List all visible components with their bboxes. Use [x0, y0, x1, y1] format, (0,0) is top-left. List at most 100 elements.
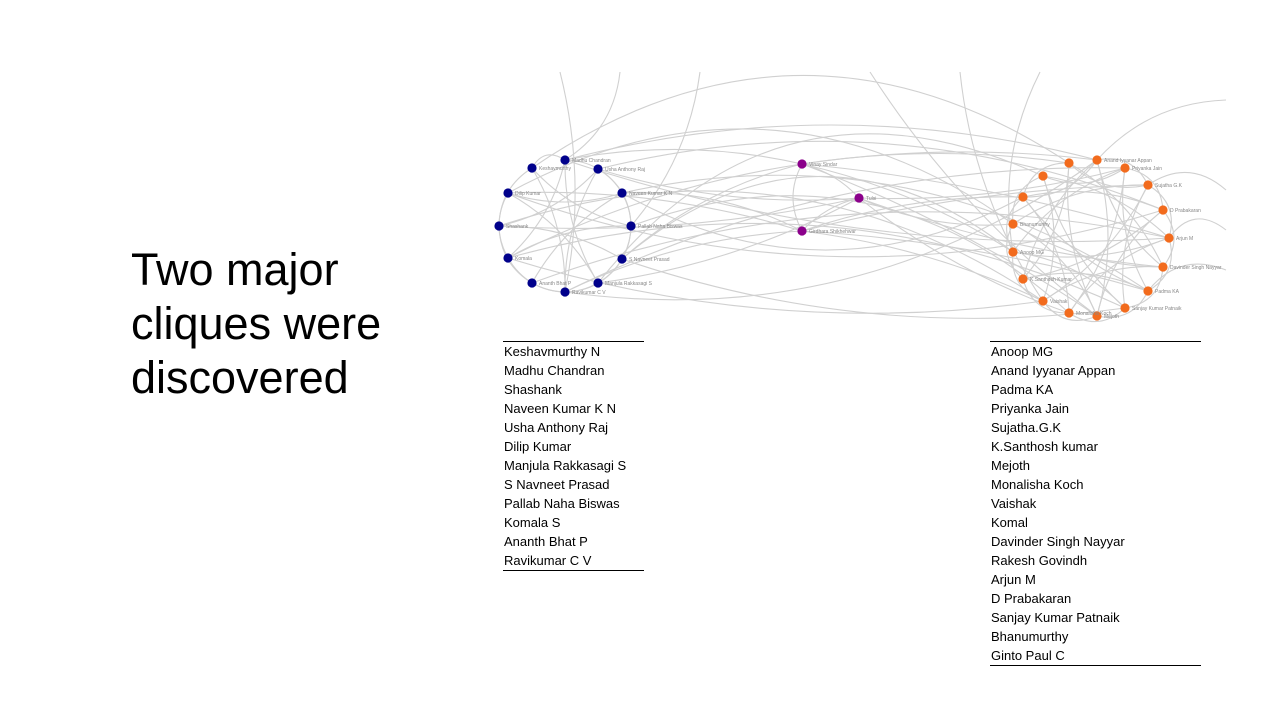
edge-inter-clique	[564, 167, 1126, 293]
node-bridge	[797, 226, 807, 236]
list-item: Manjula Rakkasagi S	[504, 458, 627, 473]
list-item: Padma KA	[991, 382, 1054, 397]
edge-clique-b	[1022, 162, 1070, 280]
node-label-clique-a: Naveen Kumar K N	[629, 191, 672, 197]
edge-bridge	[801, 152, 1070, 165]
node-clique-b	[1143, 286, 1153, 296]
list-item: Usha Anthony Raj	[504, 420, 609, 435]
edge-bridge	[801, 163, 860, 199]
node-clique-b	[1064, 308, 1074, 318]
edge-offscreen	[1147, 263, 1227, 292]
node-label-clique-b: Padma KA	[1155, 289, 1180, 295]
node-label-clique-a: Ravikumar C V	[572, 290, 606, 296]
node-label-clique-b: K.Santhosh Kumar	[1030, 277, 1072, 283]
node-label-bridge: Tulsi	[866, 196, 876, 202]
list-item: Mejoth	[991, 458, 1031, 473]
network-graph: Madhu Chandran Usha Anthony Raj Naveen Kum…	[494, 71, 1227, 323]
node-clique-b	[1008, 219, 1018, 229]
edge-bridge	[597, 168, 860, 201]
edge-inter-clique	[564, 124, 1098, 161]
edge-clique-a	[507, 159, 566, 259]
node-label-clique-b: Davinder Singh Nayyar	[1170, 265, 1222, 271]
edge-bridge	[801, 230, 1044, 302]
list-item: Rakesh Govindh	[991, 553, 1088, 568]
edge-inter-clique	[621, 175, 1014, 260]
edge-offscreen	[1096, 99, 1227, 161]
edge-clique-b	[1022, 196, 1070, 314]
node-label-clique-a: Keshavmurthy	[539, 166, 571, 172]
title-line-3: discovered	[131, 352, 349, 403]
edge-offscreen	[869, 71, 1098, 317]
node-clique-a	[617, 254, 627, 264]
node-clique-b	[1038, 171, 1048, 181]
list-item: Priyanka Jain	[991, 401, 1070, 416]
node-label-clique-a: Ananth Bhat P	[539, 281, 572, 287]
edge-bridge	[792, 163, 803, 232]
node-clique-b	[1018, 192, 1028, 202]
edge-bridge	[564, 148, 803, 165]
edge-clique-a	[498, 168, 599, 227]
edge-offscreen	[1147, 171, 1227, 191]
list-item: D Prabakaran	[991, 591, 1072, 606]
node-clique-b	[1120, 303, 1130, 313]
edge-inter-clique	[507, 257, 1044, 314]
list-item: Ananth Bhat P	[504, 534, 588, 549]
edge-clique-b	[1042, 167, 1126, 184]
edge-bridge	[498, 197, 860, 229]
edge-clique-b	[1162, 209, 1175, 268]
node-clique-b	[1092, 155, 1102, 165]
edge-offscreen	[559, 71, 576, 293]
edge-inter-clique	[531, 211, 1170, 284]
list-item: Sanjay Kumar Patnaik	[991, 610, 1120, 625]
node-label-clique-b: Vaishak	[1050, 299, 1068, 305]
node-label-clique-b: Sujatha G.K	[1155, 183, 1183, 189]
node-clique-a	[503, 188, 513, 198]
edge-clique-b	[1124, 167, 1164, 211]
edge-bridge	[801, 197, 860, 232]
edge-inter-clique	[531, 74, 1070, 169]
node-label-clique-a: Shashank	[506, 224, 529, 230]
edge-clique-b	[1068, 162, 1149, 188]
edge-bridge	[858, 197, 1014, 226]
list-item: Naveen Kumar K N	[504, 401, 616, 416]
edge-bridge	[801, 196, 1024, 232]
node-label-clique-a: Usha Anthony Raj	[605, 167, 645, 173]
node-label-clique-a: Madhu Chandran	[572, 158, 611, 164]
edge-clique-b	[1012, 184, 1149, 225]
node-clique-b	[1120, 163, 1130, 173]
edge-clique-b	[1068, 162, 1164, 268]
list-item: K.Santhosh kumar	[991, 439, 1098, 454]
node-label-clique-b: D Prabakaran	[1170, 208, 1201, 214]
list-item: Ravikumar C V	[504, 553, 592, 568]
list-item: Keshavmurthy N	[504, 344, 601, 359]
edge-clique-b	[1042, 300, 1098, 321]
node-label-clique-b: Priyanka Jain	[1132, 166, 1162, 172]
clique-a-member-list: Keshavmurthy N Madhu Chandran Shashank N…	[503, 341, 644, 571]
node-clique-a	[560, 287, 570, 297]
edge-bridge	[621, 191, 803, 232]
node-clique-b	[1064, 158, 1074, 168]
slide-title: Two major cliques were discovered	[131, 243, 461, 405]
graph-nodes	[494, 155, 1174, 321]
list-item: Vaishak	[991, 496, 1037, 511]
edge-inter-clique	[564, 159, 1170, 243]
edge-clique-b	[1124, 266, 1164, 309]
edge-inter-clique	[597, 140, 1164, 211]
node-clique-b	[1092, 311, 1102, 321]
edge-inter-clique	[507, 192, 1164, 258]
edge-inter-clique	[564, 159, 1098, 301]
edge-clique-b	[1068, 307, 1126, 323]
edge-offscreen	[630, 71, 701, 227]
list-item: Sujatha.G.K	[991, 420, 1062, 435]
edge-bridge	[597, 197, 860, 284]
edge-clique-a	[531, 192, 623, 284]
node-label-clique-b: Sanjay Kumar Patnaik	[1132, 306, 1182, 312]
node-label-bridge: Vinay Sindar	[809, 162, 838, 168]
list-item: Pallab Naha Biswas	[504, 496, 620, 511]
edge-clique-b	[1022, 191, 1164, 211]
list-item: Davinder Singh Nayyar	[991, 534, 1125, 549]
node-clique-b	[1143, 180, 1153, 190]
list-item: Bhanumurthy	[991, 629, 1069, 644]
list-item: Anoop MG	[991, 344, 1054, 359]
